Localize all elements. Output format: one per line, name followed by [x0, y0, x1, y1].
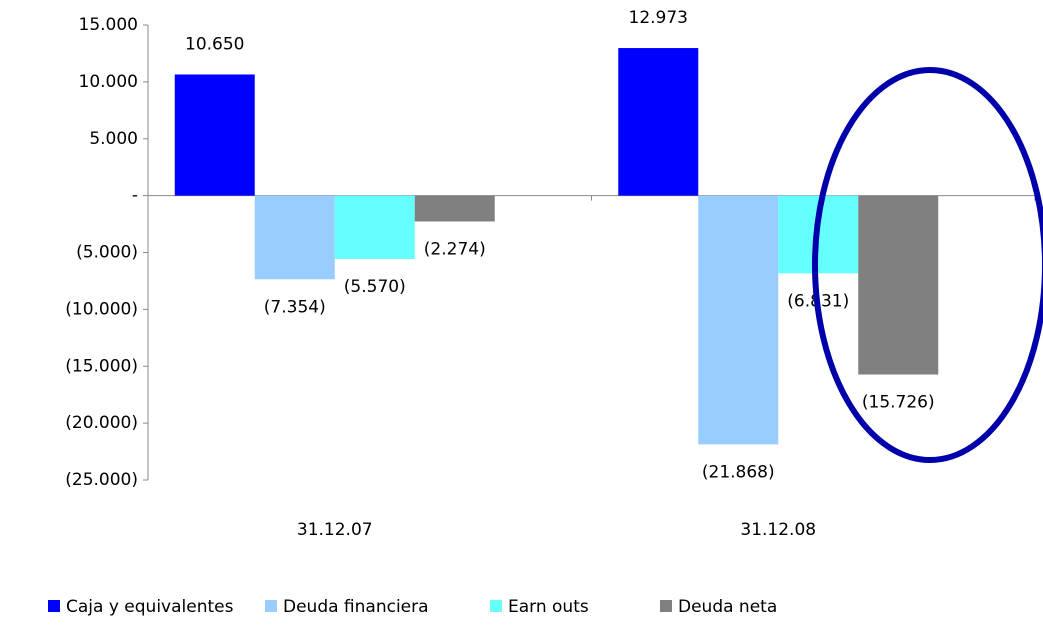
- y-tick-label: -: [132, 186, 138, 206]
- y-tick-label: (20.000): [65, 413, 138, 433]
- bar: [858, 195, 939, 375]
- bar: [254, 195, 335, 280]
- legend-swatch: [265, 600, 277, 612]
- legend-swatch: [660, 600, 672, 612]
- bar: [174, 74, 255, 196]
- data-label: (2.274): [424, 239, 486, 259]
- y-tick-label: 5.000: [89, 129, 138, 149]
- y-tick-label: (5.000): [76, 243, 138, 263]
- highlight-ellipse: [812, 67, 1043, 463]
- x-tick-label: 31.12.07: [297, 520, 373, 540]
- legend-swatch: [48, 600, 60, 612]
- data-label: (21.868): [702, 462, 775, 482]
- legend-label: Earn outs: [508, 597, 589, 617]
- data-label: 12.973: [629, 8, 688, 28]
- data-label: (5.570): [344, 277, 406, 297]
- y-tick-label: 15.000: [79, 15, 138, 35]
- data-label: (15.726): [862, 393, 935, 413]
- y-tick-label: (15.000): [65, 356, 138, 376]
- data-label: (7.354): [264, 297, 326, 317]
- legend-swatch: [490, 600, 502, 612]
- bar: [698, 195, 779, 445]
- bar: [414, 195, 495, 222]
- legend-label: Caja y equivalentes: [66, 597, 234, 617]
- bar: [334, 195, 415, 259]
- data-label: 10.650: [185, 34, 244, 54]
- legend-label: Deuda financiera: [283, 597, 429, 617]
- x-tick-label: 31.12.08: [740, 520, 816, 540]
- y-tick-label: 10.000: [79, 72, 138, 92]
- bar: [618, 48, 699, 196]
- y-tick-label: (10.000): [65, 299, 138, 319]
- legend-label: Deuda neta: [678, 597, 777, 617]
- y-tick-label: (25.000): [65, 470, 138, 490]
